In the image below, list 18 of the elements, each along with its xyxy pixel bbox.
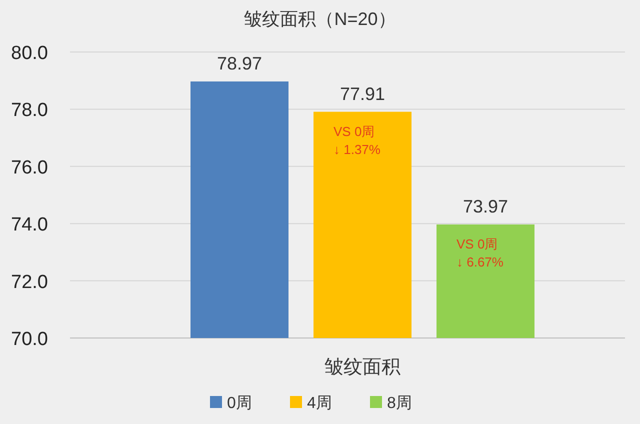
legend-label: 8周 — [387, 395, 412, 412]
ytick: 80.0 — [11, 43, 48, 64]
annotation: VS 0周 — [456, 236, 498, 252]
legend-label: 4周 — [307, 395, 332, 412]
data-label: 77.91 — [340, 84, 386, 104]
annotation: ↓ 6.67% — [456, 254, 504, 270]
ytick: 78.0 — [11, 100, 48, 122]
ytick: 74.0 — [11, 214, 48, 236]
legend-label: 0周 — [227, 395, 252, 412]
xlabel: 皱纹面积 — [324, 357, 400, 378]
ytick: 70.0 — [11, 329, 48, 350]
title: 皱纹面积（N=20） — [244, 9, 396, 29]
annotation: VS 0周 — [334, 124, 375, 139]
ytick: 76.0 — [11, 157, 48, 178]
data-label: 73.97 — [462, 196, 508, 216]
data-label: 78.97 — [216, 53, 262, 74]
ytick: 72.0 — [11, 272, 48, 293]
annotation: ↓ 1.37% — [334, 142, 380, 157]
